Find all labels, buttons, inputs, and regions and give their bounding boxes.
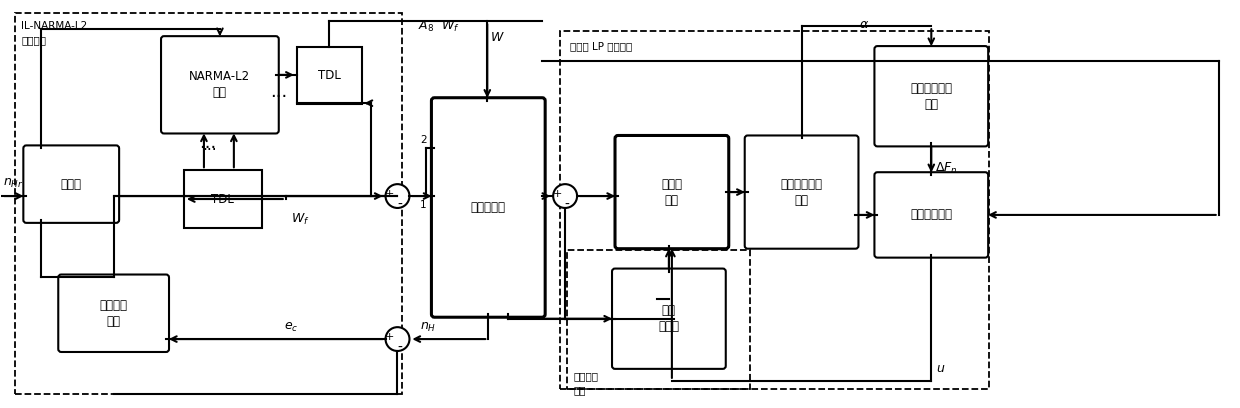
Text: ···: ··· [200,140,217,157]
Text: $\Delta F_n$: $\Delta F_n$ [935,161,959,176]
Text: $n_{Hr}$: $n_{Hr}$ [4,177,24,190]
Text: 模块: 模块 [573,385,585,395]
Text: $n_H$: $n_H$ [420,321,436,334]
Bar [296,47,362,104]
Text: NARMA-L2: NARMA-L2 [190,70,250,83]
FancyBboxPatch shape [615,135,729,249]
Text: -: - [564,198,569,212]
Text: $A_8$  $W_f$: $A_8$ $W_f$ [418,19,460,34]
Text: TDL: TDL [212,193,234,206]
Text: $e_c$: $e_c$ [284,321,298,334]
FancyBboxPatch shape [58,275,169,352]
Text: 增益系数选取: 增益系数选取 [910,82,952,95]
Text: 畸变: 畸变 [662,304,676,317]
FancyBboxPatch shape [161,36,279,133]
Text: -: - [397,198,402,212]
Text: ···: ··· [270,88,288,106]
FancyBboxPatch shape [613,268,725,369]
FancyBboxPatch shape [745,135,858,249]
Text: 模块: 模块 [107,315,120,328]
Bar [15,13,403,394]
Text: 控制模块: 控制模块 [21,35,46,45]
Text: 模块: 模块 [924,98,939,111]
Text: 发动机: 发动机 [661,177,682,191]
Circle shape [553,184,577,208]
Text: 模型: 模型 [213,86,227,99]
Text: +: + [384,332,394,342]
FancyBboxPatch shape [874,172,988,257]
Text: 2: 2 [420,135,427,145]
Text: 推力寻优模块: 推力寻优模块 [910,208,952,222]
Bar [560,31,990,389]
FancyBboxPatch shape [432,98,546,317]
Text: $W$: $W$ [490,31,505,44]
Text: +: + [384,189,394,199]
Text: $W_f$: $W_f$ [291,212,310,227]
Text: 模型: 模型 [665,193,678,206]
Bar [567,250,750,389]
Text: -: - [397,341,402,355]
Text: IL-NARMA-L2: IL-NARMA-L2 [21,21,88,31]
Text: 估计器: 估计器 [658,320,680,333]
Text: 控制器: 控制器 [61,177,82,191]
FancyBboxPatch shape [24,145,119,223]
Text: 提取: 提取 [795,193,808,206]
Text: 推进系统矩阵: 推进系统矩阵 [781,177,822,191]
Text: ···: ··· [202,143,217,158]
Text: 航空发动机: 航空发动机 [471,201,506,214]
Circle shape [386,327,409,351]
FancyBboxPatch shape [874,46,988,146]
Text: 1: 1 [420,200,427,210]
Text: TDL: TDL [317,69,341,82]
Text: $u$: $u$ [936,362,946,375]
Text: 变增量 LP 寻优模块: 变增量 LP 寻优模块 [570,41,632,51]
Text: 畸变估计: 畸变估计 [573,371,598,381]
Text: $\alpha$: $\alpha$ [859,18,869,31]
Text: +: + [553,189,562,199]
Circle shape [386,184,409,208]
Text: 迭代学习: 迭代学习 [99,299,128,312]
Bar [184,170,262,228]
